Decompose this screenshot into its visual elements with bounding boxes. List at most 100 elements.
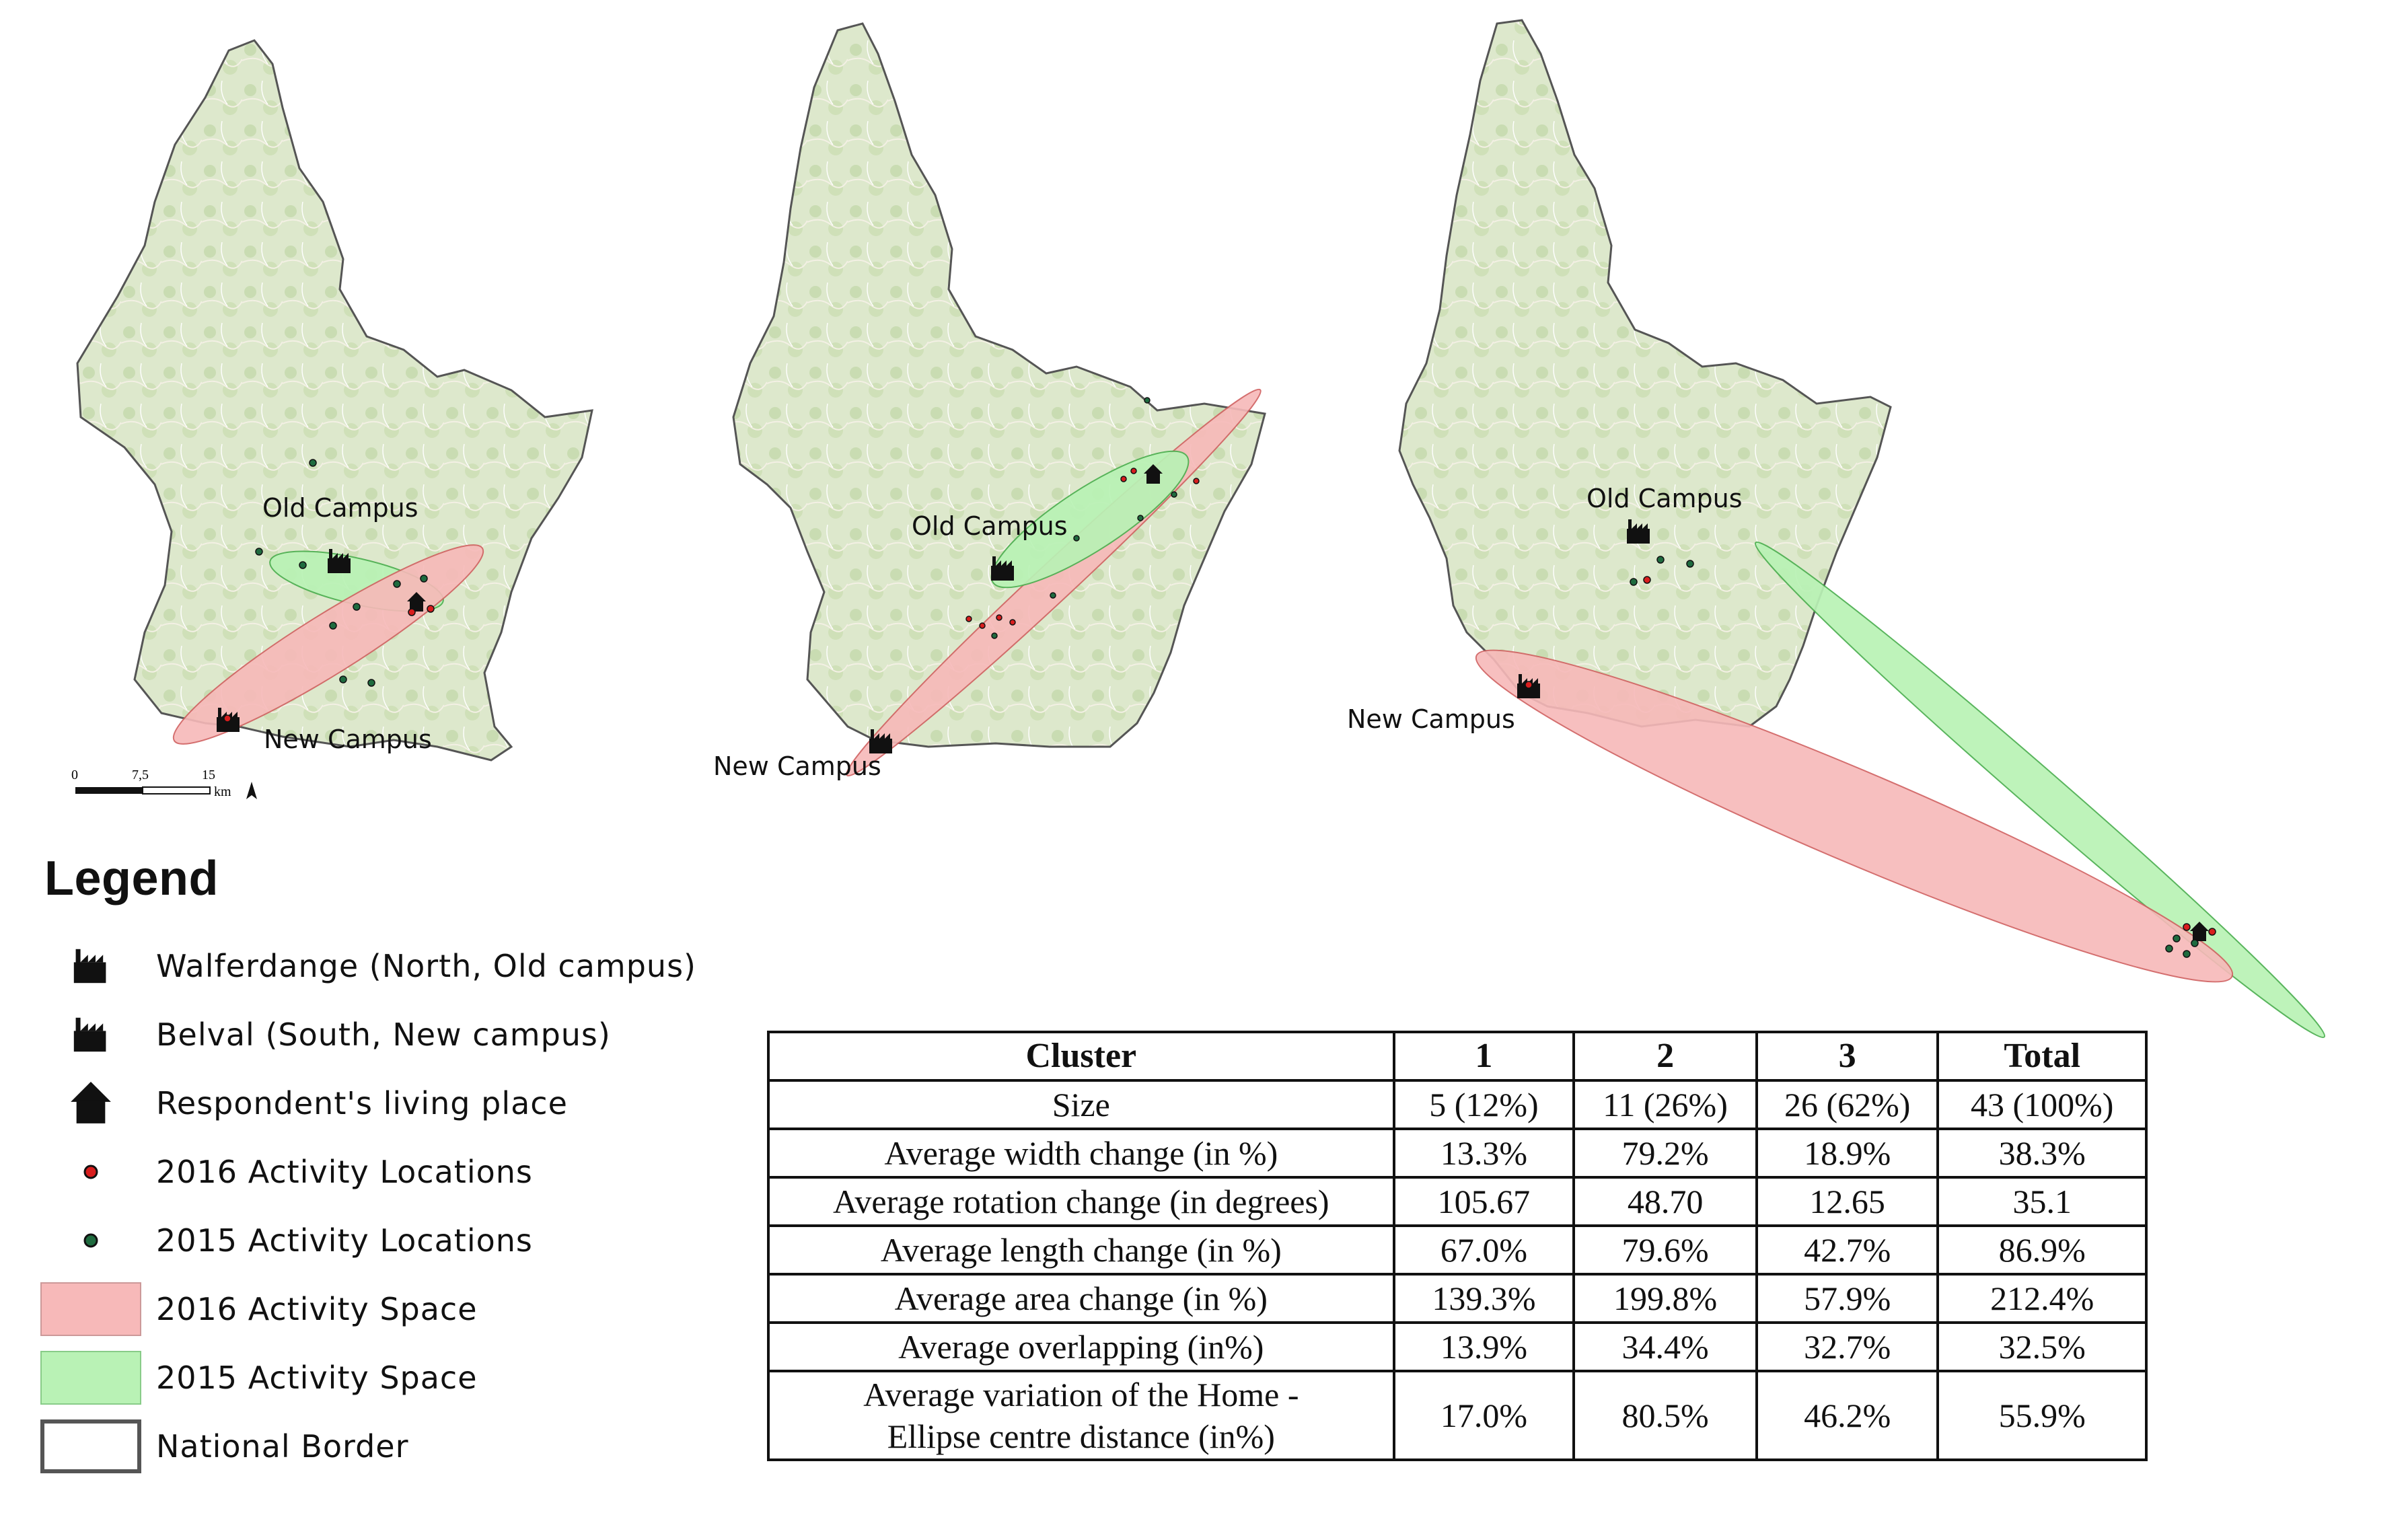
table-header-row: Cluster 1 2 3 Total	[767, 1031, 2148, 1082]
row-label: Average overlapping (in%)	[767, 1321, 1395, 1372]
table-cell: 80.5%	[1572, 1370, 1758, 1461]
new-campus-label: New Campus	[1347, 704, 1515, 734]
legend-item-border: National Border	[40, 1412, 754, 1481]
green-dot-icon	[40, 1210, 141, 1271]
scale-unit: km	[214, 784, 231, 799]
table-cell: 12.65	[1755, 1176, 1940, 1227]
red-swatch	[40, 1282, 141, 1336]
legend-label: Walferdange (North, Old campus)	[156, 948, 696, 984]
map-panel-1: Old Campus New Campus 0 7,5 15 km	[71, 39, 593, 799]
activity-space-2016	[172, 544, 484, 745]
table-cell: 79.6%	[1572, 1224, 1758, 1276]
table-cell: 86.9%	[1936, 1224, 2148, 1276]
map-panel-3: Old Campus New Campus	[1347, 19, 2326, 1039]
table-cell: 67.0%	[1392, 1224, 1576, 1276]
legend-label: Respondent's living place	[156, 1085, 568, 1121]
legend-item-belval: Belval (South, New campus)	[40, 1000, 754, 1069]
table-cell: 48.70	[1572, 1176, 1758, 1227]
table-cell: 34.4%	[1572, 1321, 1758, 1372]
row-label: Average width change (in %)	[767, 1128, 1395, 1179]
table-cell: 212.4%	[1936, 1273, 2148, 1324]
scale-tick-2: 15	[202, 768, 215, 782]
table-header: 1	[1392, 1031, 1576, 1082]
new-campus-label: New Campus	[264, 725, 432, 754]
row-label-line-1: Average variation of the Home -	[863, 1376, 1299, 1413]
row-label: Size	[767, 1079, 1395, 1130]
table-cell: 42.7%	[1755, 1224, 1940, 1276]
row-label-line-2: Ellipse centre distance (in%)	[887, 1417, 1275, 1455]
scale-bar: 0 7,5 15 km	[71, 768, 257, 799]
old-campus-label: Old Campus	[1586, 484, 1743, 513]
old-campus-label: Old Campus	[262, 493, 418, 523]
table-cell: 13.9%	[1392, 1321, 1576, 1372]
table-cell: 199.8%	[1572, 1273, 1758, 1324]
row-label: Average area change (in %)	[767, 1273, 1395, 1324]
factory-icon	[40, 936, 141, 996]
activity-locations	[1525, 556, 2216, 958]
activity-space-2016	[1475, 649, 2234, 983]
legend: Legend Walferdange (North, Old campus) B…	[40, 851, 754, 1481]
table-cell: 79.2%	[1572, 1128, 1758, 1179]
table-header: Cluster	[767, 1031, 1395, 1082]
activity-space-2015	[990, 450, 1190, 589]
old-campus-label: Old Campus	[912, 511, 1068, 541]
legend-item-space-2015: 2015 Activity Space	[40, 1343, 754, 1412]
new-campus-label: New Campus	[713, 751, 881, 781]
table-cell: 18.9%	[1755, 1128, 1940, 1179]
legend-item-home: Respondent's living place	[40, 1069, 754, 1138]
row-label: Average length change (in %)	[767, 1224, 1395, 1276]
table-row: Average width change (in %) 13.3% 79.2% …	[767, 1128, 2148, 1179]
legend-item-locations-2015: 2015 Activity Locations	[40, 1206, 754, 1275]
table-cell: 43 (100%)	[1936, 1079, 2148, 1130]
scale-tick-1: 7,5	[132, 768, 149, 782]
table-cell: 13.3%	[1392, 1128, 1576, 1179]
north-arrow-icon	[246, 782, 257, 799]
activity-locations	[965, 397, 1200, 639]
legend-label: 2016 Activity Space	[156, 1291, 478, 1327]
legend-item-space-2016: 2016 Activity Space	[40, 1275, 754, 1343]
table-cell: 11 (26%)	[1572, 1079, 1758, 1130]
table-cell: 105.67	[1392, 1176, 1576, 1227]
cluster-statistics-table: Cluster 1 2 3 Total Size 5 (12%) 11 (26%…	[767, 1031, 2148, 1461]
luxembourg-border	[1398, 19, 1892, 728]
table-cell: 5 (12%)	[1392, 1079, 1576, 1130]
table-row: Average area change (in %) 139.3% 199.8%…	[767, 1273, 2148, 1324]
table-row: Average overlapping (in%) 13.9% 34.4% 32…	[767, 1321, 2148, 1372]
border-swatch	[40, 1419, 141, 1473]
luxembourg-border	[732, 22, 1266, 748]
house-icon	[40, 1073, 141, 1134]
table-cell: 32.5%	[1936, 1321, 2148, 1372]
activity-locations	[223, 459, 435, 723]
table-header: 2	[1572, 1031, 1758, 1082]
map-panel-2: Old Campus New Campus	[713, 22, 1266, 781]
table-cell: 17.0%	[1392, 1370, 1576, 1461]
legend-item-walferdange: Walferdange (North, Old campus)	[40, 932, 754, 1000]
table-header: Total	[1936, 1031, 2148, 1082]
table-row: Average variation of the Home - Ellipse …	[767, 1370, 2148, 1461]
legend-label: 2015 Activity Space	[156, 1360, 478, 1396]
table-cell: 46.2%	[1755, 1370, 1940, 1461]
table-cell: 38.3%	[1936, 1128, 2148, 1179]
table-cell: 32.7%	[1755, 1321, 1940, 1372]
row-label: Average rotation change (in degrees)	[767, 1176, 1395, 1227]
green-swatch	[40, 1351, 141, 1405]
red-dot-icon	[40, 1142, 141, 1202]
row-label: Average variation of the Home - Ellipse …	[767, 1370, 1395, 1461]
table-row: Average length change (in %) 67.0% 79.6%…	[767, 1224, 2148, 1276]
table-header: 3	[1755, 1031, 1940, 1082]
legend-title: Legend	[44, 852, 219, 906]
legend-label: 2016 Activity Locations	[156, 1154, 533, 1190]
activity-space-2015	[1754, 541, 2326, 1039]
scale-tick-0: 0	[71, 768, 78, 782]
table-cell: 139.3%	[1392, 1273, 1576, 1324]
table-cell: 55.9%	[1936, 1370, 2148, 1461]
legend-item-locations-2016: 2016 Activity Locations	[40, 1138, 754, 1206]
table-cell: 26 (62%)	[1755, 1079, 1940, 1130]
factory-icon	[40, 1004, 141, 1065]
table-row: Average rotation change (in degrees) 105…	[767, 1176, 2148, 1227]
table-row: Size 5 (12%) 11 (26%) 26 (62%) 43 (100%)	[767, 1079, 2148, 1130]
legend-label: Belval (South, New campus)	[156, 1017, 611, 1053]
legend-label: National Border	[156, 1428, 409, 1465]
table-cell: 35.1	[1936, 1176, 2148, 1227]
